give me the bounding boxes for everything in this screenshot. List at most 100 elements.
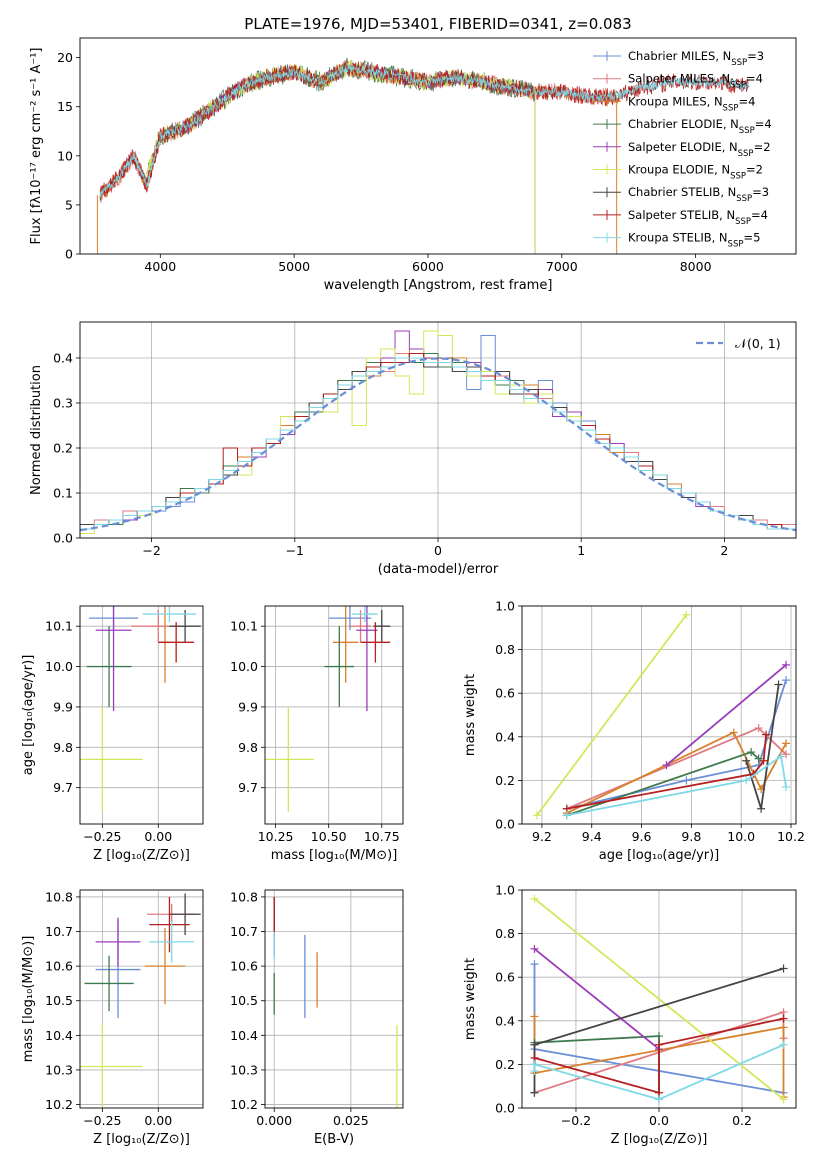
y-tick-label: 10.0 xyxy=(230,659,258,674)
x-axis-label: mass [log₁₀(M/M⊙)] xyxy=(271,848,398,863)
x-tick-label: 0.025 xyxy=(333,1113,369,1128)
y-tick-label: 0.0 xyxy=(53,531,73,546)
chart-mass_vs_ebv: 0.000 0.025 10.2 10.3 10.4 10.5 10.6 10.7 10.8 E(… xyxy=(230,889,404,1147)
x-tick-label: 9.8 xyxy=(681,829,701,844)
y-tick-label: 0.6 xyxy=(495,686,515,701)
y-tick-label: 0.6 xyxy=(495,970,515,985)
plot-area xyxy=(530,894,788,1104)
y-tick-label: 1.0 xyxy=(495,599,515,614)
plot-area xyxy=(265,606,391,812)
legend-label: Kroupa ELODIE, NSSP=2 xyxy=(628,163,763,182)
legend-label: Chabrier ELODIE, NSSP=4 xyxy=(628,117,772,136)
axes-frame xyxy=(264,889,404,1109)
x-tick-label: 0 xyxy=(434,543,442,558)
weight-marker xyxy=(777,752,786,761)
y-tick-label: 10.6 xyxy=(230,959,258,974)
weight-marker xyxy=(562,811,571,820)
y-tick-label: 0.2 xyxy=(53,441,73,456)
weight-marker xyxy=(530,1040,539,1049)
weight-marker xyxy=(757,804,766,813)
y-tick-label: 20 xyxy=(57,50,73,65)
x-axis-label: age [log₁₀(age/yr)] xyxy=(599,848,720,863)
y-tick-label: 0.4 xyxy=(495,729,515,744)
legend-label: Kroupa STELIB, NSSP=5 xyxy=(628,231,760,250)
x-tick-label: 10.0 xyxy=(727,829,755,844)
axes-frame xyxy=(521,889,797,1109)
x-tick-label: 2 xyxy=(720,543,728,558)
y-tick-label: 5 xyxy=(65,197,73,212)
y-tick-label: 10.7 xyxy=(45,924,73,939)
y-tick-label: 0 xyxy=(65,247,73,262)
y-tick-label: 10.7 xyxy=(230,924,258,939)
chart-mass_vs_Z: −0.25 0.00 10.2 10.3 10.4 10.5 10.6 10.7 10.8 Z [… xyxy=(21,889,204,1147)
y-tick-label: 9.8 xyxy=(238,740,258,755)
y-tick-label: 0.8 xyxy=(495,642,515,657)
y-tick-label: 9.7 xyxy=(238,780,258,795)
y-tick-label: 9.8 xyxy=(53,740,73,755)
chart-weight_vs_Z: −0.2 0.0 0.2 0.0 0.2 0.4 0.6 0.8 1.0 Z [log₁₀(Z/Z… xyxy=(463,883,797,1147)
weight-marker xyxy=(759,756,768,765)
y-tick-label: 10.0 xyxy=(45,659,73,674)
y-axis-label: mass weight xyxy=(463,958,478,1040)
y-axis-label: age [log₁₀(age/yr)] xyxy=(21,655,36,776)
y-tick-label: 10.6 xyxy=(45,959,73,974)
weight-marker xyxy=(662,761,671,770)
legend-label: Kroupa MILES, NSSP=4 xyxy=(628,94,755,113)
figure-title: PLATE=1976, MJD=53401, FIBERID=0341, z=0… xyxy=(244,15,631,33)
weight-marker xyxy=(782,750,791,759)
y-axis-label: mass weight xyxy=(463,674,478,756)
weight-marker xyxy=(779,964,788,973)
y-tick-label: 15 xyxy=(57,99,73,114)
spectrum-line xyxy=(99,61,750,198)
weight-marker xyxy=(742,756,751,765)
weight-marker xyxy=(782,739,791,748)
y-tick-label: 10.5 xyxy=(45,993,73,1008)
weight-marker xyxy=(742,776,751,785)
weight-marker xyxy=(779,1095,788,1104)
x-tick-label: −0.25 xyxy=(83,829,121,844)
y-tick-label: 0.4 xyxy=(53,351,73,366)
chart-residuals: −2 −1 0 1 2 0.0 0.1 0.2 0.3 0.4 (data-model)/error… xyxy=(29,321,797,577)
x-tick-label: −0.25 xyxy=(83,1113,121,1128)
y-tick-label: 9.9 xyxy=(53,699,73,714)
x-axis-label: E(B-V) xyxy=(314,1132,354,1147)
weight-marker xyxy=(762,730,771,739)
gaussian-curve xyxy=(80,357,796,532)
chart-spectrum: 4000 5000 6000 7000 8000 0 5 10 15 20 wavelength [… xyxy=(29,37,797,293)
x-tick-label: 10.25 xyxy=(258,829,294,844)
y-axis-label: mass [log₁₀(M/M⊙)] xyxy=(21,936,36,1063)
x-tick-label: 10.2 xyxy=(777,829,805,844)
y-tick-label: 10.4 xyxy=(45,1028,73,1043)
x-axis-label: wavelength [Angstrom, rest frame] xyxy=(324,278,553,293)
weight-line xyxy=(665,664,787,766)
weight-marker xyxy=(729,728,738,737)
weight-line xyxy=(745,684,780,809)
y-tick-label: 9.9 xyxy=(238,699,258,714)
axes-frame xyxy=(264,605,404,825)
spectrum-line xyxy=(99,63,750,198)
x-tick-label: 10.50 xyxy=(311,829,347,844)
weight-line xyxy=(566,734,767,810)
weight-line xyxy=(533,948,660,1050)
weight-line xyxy=(534,1017,784,1094)
weight-marker xyxy=(655,1032,663,1041)
plot-area xyxy=(80,893,201,1108)
x-axis-label: Z [log₁₀(Z/Z⊙)] xyxy=(611,1132,708,1147)
y-tick-label: 0.8 xyxy=(495,926,515,941)
weight-marker xyxy=(754,724,763,733)
weight-marker xyxy=(655,1040,663,1049)
weight-marker xyxy=(779,1023,788,1032)
x-tick-label: 0.0 xyxy=(649,1113,669,1128)
x-tick-label: 0.00 xyxy=(144,1113,172,1128)
y-tick-label: 10.3 xyxy=(230,1062,258,1077)
weight-marker xyxy=(782,782,791,791)
y-tick-label: 0.1 xyxy=(53,486,73,501)
y-tick-label: 10.1 xyxy=(230,619,258,634)
chart-age_vs_Z: −0.25 0.00 9.7 9.8 9.9 10.0 10.1 Z [log₁₀(Z/Z⊙)… xyxy=(21,605,204,863)
weight-marker xyxy=(747,748,756,757)
x-axis-label: Z [log₁₀(Z/Z⊙)] xyxy=(93,1132,190,1147)
weight-marker xyxy=(530,894,539,903)
x-tick-label: 9.6 xyxy=(632,829,652,844)
axes-frame xyxy=(79,605,204,825)
x-tick-label: −1 xyxy=(286,543,304,558)
